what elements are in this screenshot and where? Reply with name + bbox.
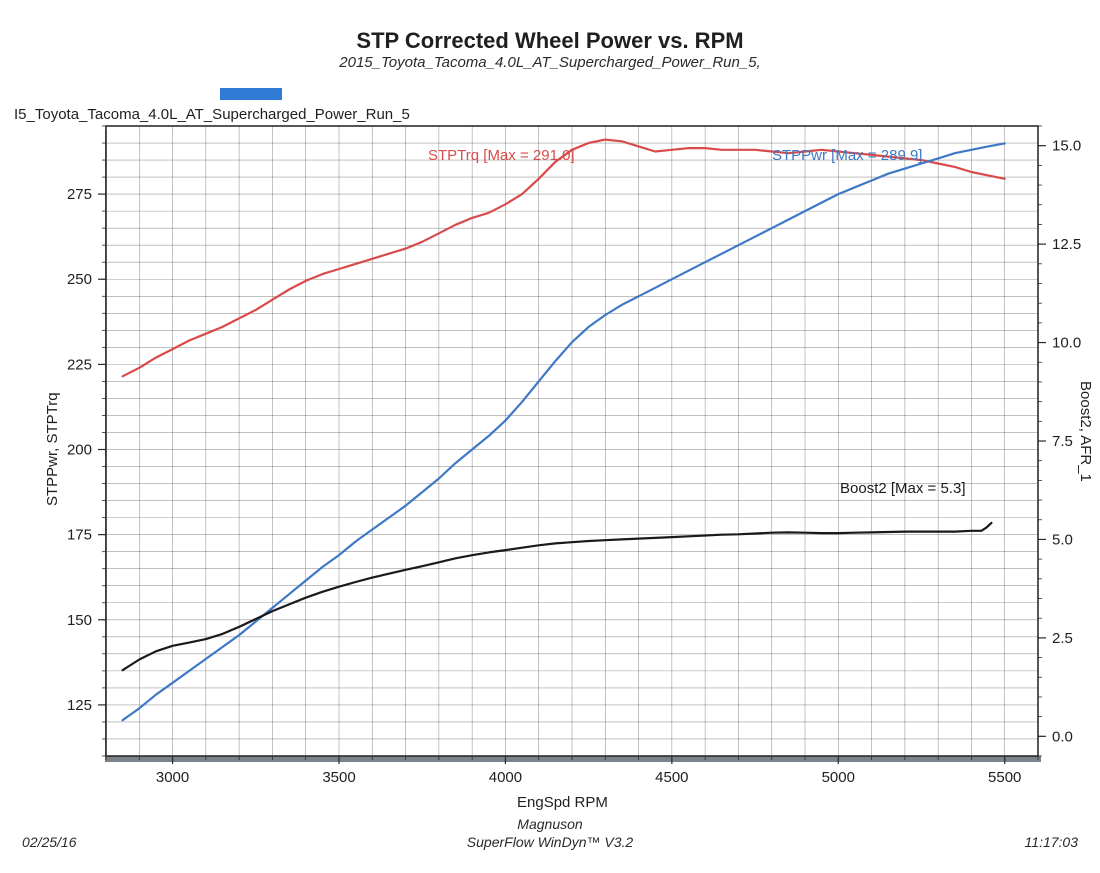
svg-text:200: 200 [67, 442, 92, 459]
svg-text:150: 150 [67, 612, 92, 629]
svg-text:4500: 4500 [655, 769, 688, 786]
svg-text:7.5: 7.5 [1052, 433, 1073, 450]
svg-text:12.5: 12.5 [1052, 236, 1081, 253]
series-label-stptrq: STPTrq [Max = 291.0] [428, 147, 575, 164]
svg-text:5000: 5000 [822, 769, 855, 786]
footer-time: 11:17:03 [1025, 834, 1078, 850]
svg-text:225: 225 [67, 356, 92, 373]
x-axis-label: EngSpd RPM [517, 794, 608, 811]
svg-text:125: 125 [67, 697, 92, 714]
svg-text:15.0: 15.0 [1052, 138, 1081, 155]
svg-text:0.0: 0.0 [1052, 728, 1073, 745]
svg-text:2.5: 2.5 [1052, 630, 1073, 647]
svg-text:5.0: 5.0 [1052, 531, 1073, 548]
series-label-stppwr: STPPwr [Max = 289.9] [772, 147, 922, 164]
svg-text:275: 275 [67, 186, 92, 203]
footer-line1: Magnuson [0, 816, 1100, 832]
page-root: { "title": { "text": "STP Corrected Whee… [0, 0, 1100, 873]
y-right-axis-label: Boost2, AFR_1 [1077, 381, 1094, 482]
y-left-axis-label: STPPwr, STPTrq [44, 392, 61, 506]
series-label-boost2: Boost2 [Max = 5.3] [840, 480, 966, 497]
svg-text:4000: 4000 [489, 769, 522, 786]
dyno-chart: 3000 3500 4000 4500 5000 5500 125 150 175 200 225 2… [0, 0, 1100, 873]
svg-text:10.0: 10.0 [1052, 335, 1081, 352]
svg-text:250: 250 [67, 271, 92, 288]
footer-line2: SuperFlow WinDyn™ V3.2 [0, 834, 1100, 850]
svg-text:5500: 5500 [988, 769, 1021, 786]
svg-text:3000: 3000 [156, 769, 189, 786]
svg-text:175: 175 [67, 527, 92, 544]
svg-text:3500: 3500 [322, 769, 355, 786]
